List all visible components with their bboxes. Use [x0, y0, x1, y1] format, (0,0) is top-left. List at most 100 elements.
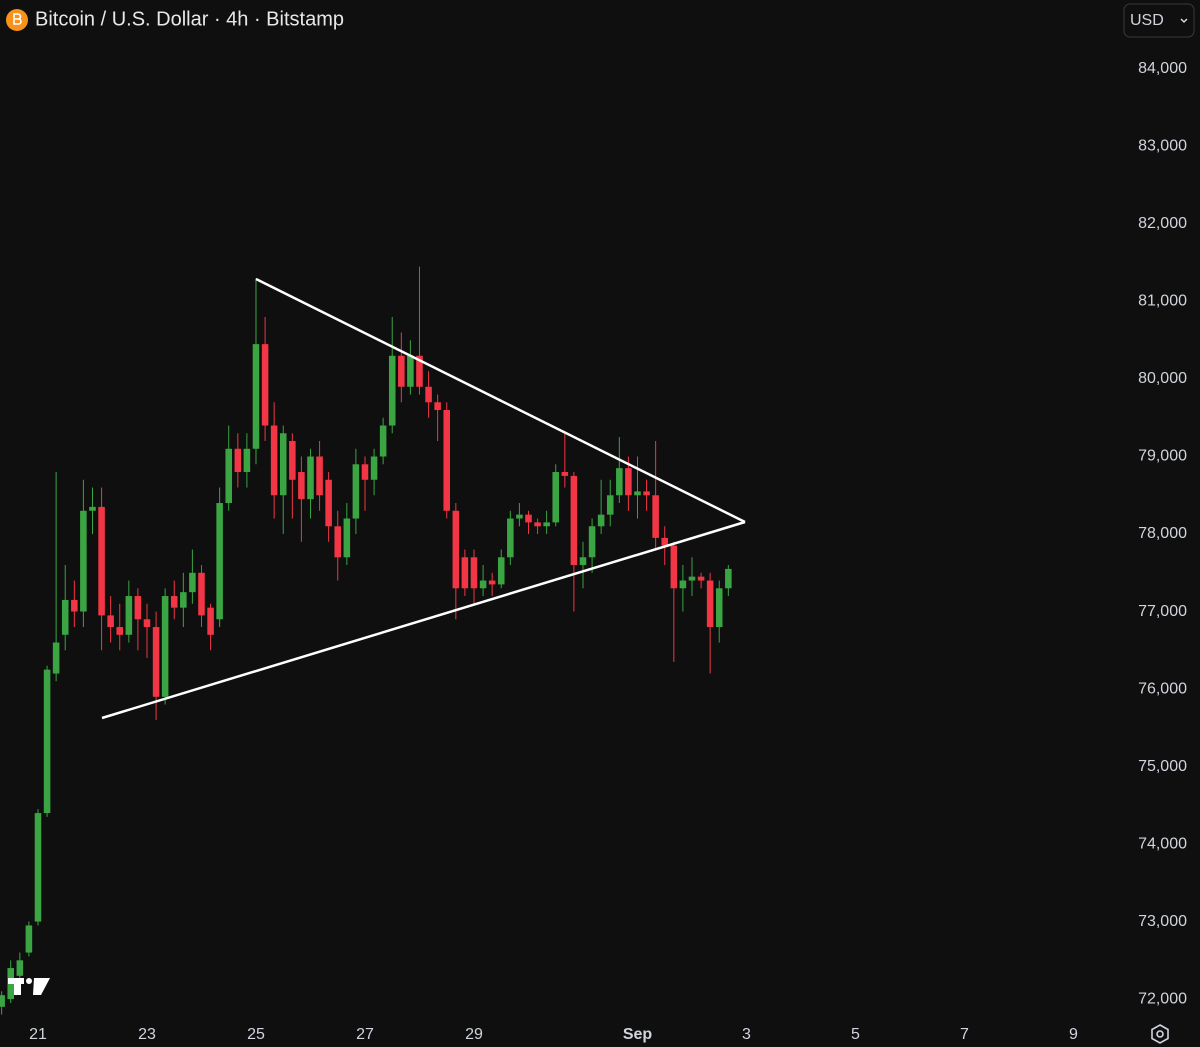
candle-body: [552, 472, 560, 523]
candle-body: [89, 506, 96, 511]
x-tick-label: 29: [465, 1026, 483, 1043]
candle-body: [661, 537, 669, 546]
candle-body: [0, 995, 5, 1007]
candle-body: [61, 599, 69, 635]
candle-body: [534, 522, 541, 527]
candle-body: [625, 468, 632, 496]
candle-body: [398, 355, 405, 387]
candle-body: [497, 557, 505, 585]
candle-body: [407, 355, 414, 387]
candle-body: [470, 557, 478, 589]
tradingview-logo: [8, 978, 50, 995]
candle-body: [679, 580, 687, 589]
candle-body: [307, 456, 314, 500]
x-tick-label: 3: [742, 1026, 751, 1043]
y-tick-label: 72,000: [1138, 990, 1187, 1007]
candle-body: [516, 514, 523, 519]
candle-body: [452, 510, 460, 589]
candle-body: [361, 464, 369, 480]
currency-label[interactable]: USD: [1130, 12, 1164, 29]
candle-body: [71, 599, 78, 612]
dropdown-arrow[interactable]: [1180, 18, 1188, 24]
bitcoin-icon: [6, 9, 28, 31]
currency-button[interactable]: [1123, 3, 1195, 38]
x-tick-label: 23: [138, 1026, 156, 1043]
y-tick-label: 83,000: [1138, 138, 1187, 155]
candle-body: [706, 580, 714, 628]
candle-body: [107, 615, 114, 628]
candle-body: [370, 456, 378, 480]
candle-body: [252, 344, 260, 449]
candle-body: [170, 596, 178, 608]
candle-body: [570, 475, 578, 566]
y-tick-label: 75,000: [1138, 758, 1187, 775]
candle-body: [52, 642, 60, 674]
y-tick-label: 73,000: [1138, 913, 1187, 930]
logo-part: [14, 978, 21, 995]
settings-icon[interactable]: [1151, 1024, 1169, 1044]
x-tick-label: 27: [356, 1026, 374, 1043]
icon-circle: [6, 9, 28, 31]
candle-body: [16, 960, 24, 976]
x-tick-label: 21: [29, 1026, 47, 1043]
candle-body: [234, 448, 242, 473]
candle-body: [425, 386, 432, 403]
candle-body: [616, 468, 623, 496]
candle-body: [579, 557, 587, 566]
candle-body: [715, 588, 723, 628]
candle-body: [597, 514, 605, 527]
candle-body: [325, 479, 332, 527]
candle-body: [161, 596, 169, 697]
x-tick-label: 9: [1069, 1026, 1078, 1043]
y-tick-label: 74,000: [1138, 835, 1187, 852]
candle-body: [225, 448, 233, 504]
y-tick-label: 84,000: [1138, 60, 1187, 77]
candle-body: [279, 433, 287, 496]
candle-body: [443, 410, 451, 511]
candle-body: [434, 402, 441, 411]
candle-body: [270, 425, 278, 496]
settings-center[interactable]: [1156, 1030, 1164, 1038]
x-tick-label: 25: [247, 1026, 265, 1043]
y-tick-label: 81,000: [1138, 293, 1187, 310]
candle-body: [670, 545, 678, 589]
candle-body: [543, 522, 550, 527]
candle-body: [98, 506, 105, 616]
x-tick-label: Sep: [623, 1026, 653, 1043]
candle-body: [388, 355, 396, 426]
candle-body: [525, 514, 532, 523]
plot-area: 72,000 73,000 74,000 75,000 76,000 77,000 78,0…: [0, 60, 1187, 1043]
y-tick-label: 82,000: [1138, 215, 1187, 232]
candle-body: [143, 619, 151, 628]
candle-body: [298, 472, 305, 500]
y-tick-label: 80,000: [1138, 370, 1187, 387]
candle-body: [725, 568, 732, 589]
candle-body: [561, 472, 569, 476]
candle-body: [261, 344, 269, 426]
x-tick-label: 7: [960, 1026, 969, 1043]
candle-body: [34, 813, 42, 922]
candle-body: [116, 627, 124, 635]
candle-body: [43, 669, 51, 814]
candle-body: [352, 464, 360, 519]
candle-body: [180, 592, 187, 608]
candle-body: [507, 518, 514, 558]
candle-body: [25, 925, 33, 953]
candle-body: [207, 607, 214, 635]
candle-body: [289, 441, 296, 480]
candle-body: [588, 526, 596, 558]
y-tick-label: 79,000: [1138, 448, 1187, 465]
logo-part: [33, 978, 50, 995]
candle-body: [479, 580, 487, 589]
settings-hexagon[interactable]: [1151, 1024, 1169, 1044]
candle-body: [688, 576, 696, 581]
icon-glyph: [13, 13, 22, 25]
logo-part: [26, 978, 32, 984]
candle-body: [488, 580, 496, 585]
trend-line-lower: [101, 520, 746, 720]
candle-body: [634, 491, 641, 496]
candle-body: [125, 596, 133, 635]
x-tick-label: 5: [851, 1026, 860, 1043]
candle-body: [134, 596, 142, 620]
